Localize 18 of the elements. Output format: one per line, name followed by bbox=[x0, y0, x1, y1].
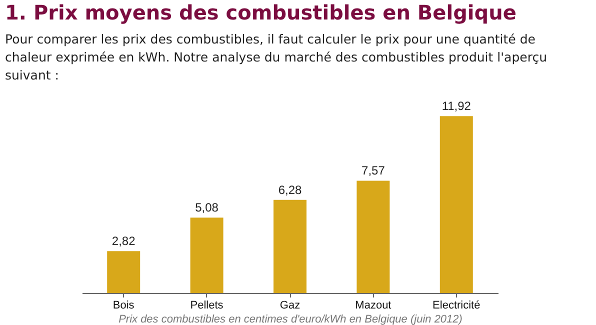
data-label: 6,28 bbox=[278, 182, 302, 197]
x-tick-label: Bois bbox=[112, 300, 135, 312]
bar bbox=[440, 116, 473, 293]
chart-subtitle: Pour comparer les prix des combustibles, il faut calculer le prix pour une quantité de chaleur exprimée en kWh. Notre analyse du marché des combustibles produit l'aperçu suivant : bbox=[5, 32, 547, 83]
data-label: 5,08 bbox=[195, 200, 219, 215]
x-tick-label: Mazout bbox=[355, 300, 392, 312]
data-label: 2,82 bbox=[112, 234, 136, 248]
x-tick-label: Pellets bbox=[190, 300, 224, 312]
chart-title: 1. Prix moyens des combustibles en Belgique bbox=[5, 0, 516, 25]
data-label: 11,92 bbox=[442, 99, 472, 114]
bar bbox=[356, 180, 390, 293]
data-label: 7,57 bbox=[362, 164, 386, 178]
text: Prix des combustibles en centimes d'euro/kWh en Belgique (juin 2012) bbox=[118, 314, 463, 325]
x-tick-label: Gaz bbox=[280, 300, 300, 312]
bar bbox=[107, 251, 140, 293]
bar bbox=[190, 218, 224, 293]
bar bbox=[274, 200, 306, 293]
x-tick-label: Electricité bbox=[432, 300, 480, 312]
